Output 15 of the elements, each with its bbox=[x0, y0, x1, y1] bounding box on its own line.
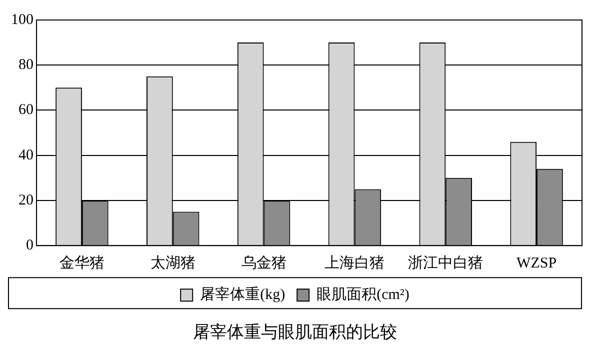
y-tick-label: 0 bbox=[26, 238, 34, 254]
x-tick-label: 上海白猪 bbox=[324, 254, 385, 272]
legend-label: 眼肌面积(cm²) bbox=[316, 287, 410, 304]
x-tick-label: WZSP bbox=[516, 256, 557, 272]
y-tick-label: 40 bbox=[18, 147, 34, 164]
x-tick-label: 乌金猪 bbox=[241, 254, 286, 272]
x-tick-label: 浙江中白猪 bbox=[408, 254, 484, 272]
text: 屠宰体重与眼肌面积的比较 bbox=[193, 322, 397, 342]
y-tick-label: 60 bbox=[18, 102, 34, 118]
y-tick-label: 20 bbox=[18, 192, 34, 208]
x-tick-label: 太湖猪 bbox=[150, 254, 196, 272]
legend-label: 屠宰体重(kg) bbox=[200, 286, 286, 304]
y-tick-label: 80 bbox=[18, 57, 34, 74]
y-tick-label: 100 bbox=[11, 12, 34, 28]
x-tick-label: 金华猪 bbox=[59, 254, 104, 272]
